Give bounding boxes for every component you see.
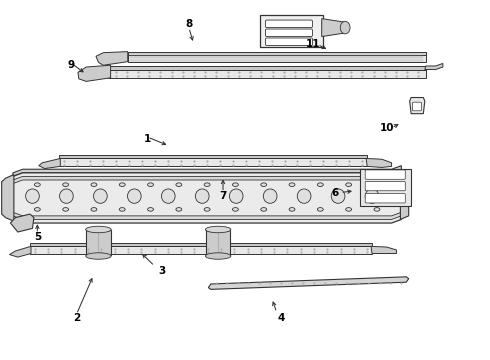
Polygon shape — [108, 69, 426, 78]
Ellipse shape — [86, 226, 111, 233]
FancyBboxPatch shape — [413, 102, 421, 111]
Ellipse shape — [345, 183, 351, 186]
Text: 5: 5 — [34, 232, 41, 242]
Polygon shape — [410, 98, 425, 114]
Ellipse shape — [196, 189, 209, 203]
Ellipse shape — [205, 253, 231, 259]
Polygon shape — [13, 212, 401, 220]
Polygon shape — [13, 173, 401, 223]
Polygon shape — [59, 155, 367, 158]
Ellipse shape — [318, 208, 323, 211]
Ellipse shape — [161, 189, 175, 203]
Ellipse shape — [297, 189, 311, 203]
Polygon shape — [30, 246, 372, 253]
Polygon shape — [400, 175, 409, 220]
Ellipse shape — [345, 208, 351, 211]
Polygon shape — [322, 19, 345, 37]
Text: 7: 7 — [220, 191, 227, 201]
Text: 8: 8 — [185, 19, 193, 29]
Ellipse shape — [205, 226, 231, 233]
Polygon shape — [59, 158, 367, 166]
Polygon shape — [360, 169, 411, 206]
Ellipse shape — [147, 183, 153, 186]
Text: 9: 9 — [68, 60, 75, 70]
Polygon shape — [108, 66, 426, 69]
Ellipse shape — [127, 189, 141, 203]
Ellipse shape — [119, 208, 125, 211]
Polygon shape — [128, 51, 426, 55]
Ellipse shape — [34, 183, 40, 186]
Ellipse shape — [374, 183, 380, 186]
Polygon shape — [208, 277, 409, 289]
FancyBboxPatch shape — [365, 170, 405, 179]
Ellipse shape — [63, 183, 69, 186]
Polygon shape — [30, 243, 372, 246]
Polygon shape — [366, 158, 392, 167]
Ellipse shape — [232, 208, 238, 211]
Polygon shape — [128, 55, 426, 62]
Polygon shape — [78, 65, 111, 81]
Polygon shape — [9, 246, 31, 257]
Polygon shape — [371, 246, 396, 253]
Ellipse shape — [204, 208, 210, 211]
Polygon shape — [96, 51, 128, 65]
Polygon shape — [13, 176, 401, 184]
Ellipse shape — [91, 208, 97, 211]
Ellipse shape — [25, 189, 39, 203]
Ellipse shape — [176, 208, 182, 211]
Ellipse shape — [60, 189, 73, 203]
FancyBboxPatch shape — [266, 38, 313, 45]
Ellipse shape — [232, 183, 238, 186]
Ellipse shape — [63, 208, 69, 211]
Polygon shape — [260, 15, 323, 47]
Ellipse shape — [261, 183, 267, 186]
Ellipse shape — [176, 183, 182, 186]
Polygon shape — [1, 175, 14, 221]
Text: 1: 1 — [144, 134, 151, 144]
Ellipse shape — [229, 189, 243, 203]
Ellipse shape — [204, 183, 210, 186]
Ellipse shape — [340, 21, 350, 34]
Text: 3: 3 — [158, 266, 166, 276]
Ellipse shape — [147, 208, 153, 211]
Polygon shape — [206, 230, 230, 255]
Polygon shape — [10, 214, 34, 232]
FancyBboxPatch shape — [365, 181, 405, 191]
Ellipse shape — [91, 183, 97, 186]
Ellipse shape — [365, 189, 379, 203]
Polygon shape — [39, 158, 60, 168]
Text: 6: 6 — [332, 188, 339, 198]
Ellipse shape — [261, 208, 267, 211]
Ellipse shape — [86, 253, 111, 259]
Ellipse shape — [94, 189, 107, 203]
Text: 10: 10 — [379, 123, 394, 133]
Text: 4: 4 — [278, 313, 285, 323]
Polygon shape — [86, 230, 111, 255]
Ellipse shape — [318, 183, 323, 186]
Ellipse shape — [263, 189, 277, 203]
Ellipse shape — [119, 183, 125, 186]
Ellipse shape — [34, 208, 40, 211]
FancyBboxPatch shape — [365, 194, 405, 203]
Polygon shape — [425, 63, 443, 69]
Ellipse shape — [331, 189, 345, 203]
Polygon shape — [13, 166, 401, 176]
Text: 2: 2 — [73, 313, 80, 323]
FancyBboxPatch shape — [266, 29, 313, 37]
Text: 11: 11 — [306, 39, 320, 49]
Ellipse shape — [289, 183, 295, 186]
Ellipse shape — [289, 208, 295, 211]
Ellipse shape — [374, 208, 380, 211]
FancyBboxPatch shape — [266, 20, 313, 28]
